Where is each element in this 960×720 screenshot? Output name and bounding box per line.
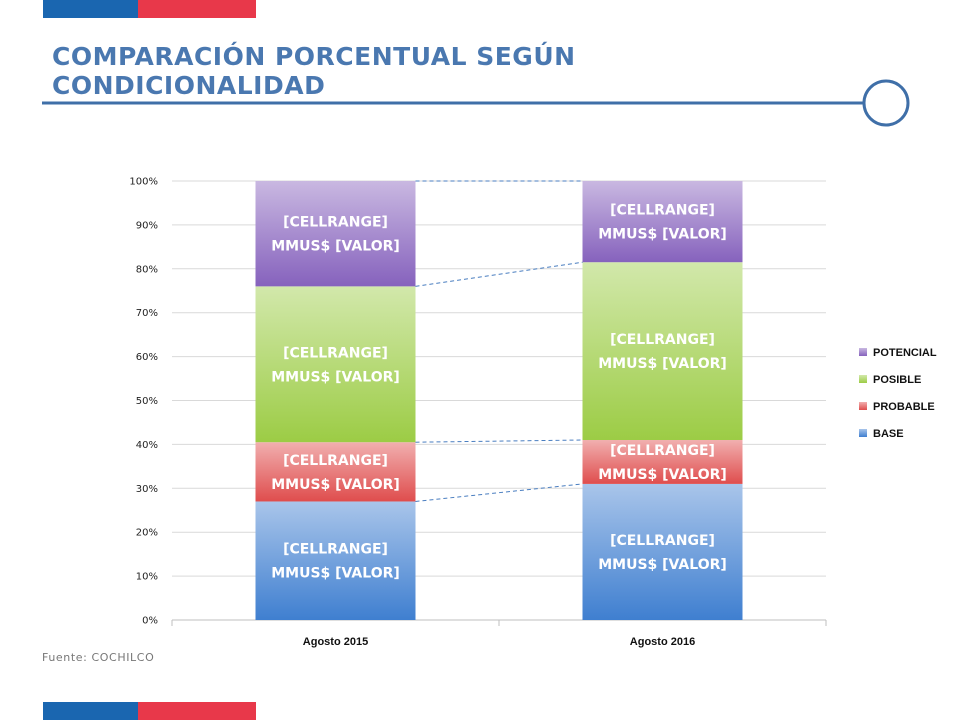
y-tick-label: 60% [136,352,158,363]
connector-line [415,483,583,502]
data-label: MMUS$ [VALOR] [598,227,727,243]
connector-line [415,439,583,443]
data-label: [CELLRANGE] [610,332,715,348]
data-label: MMUS$ [VALOR] [598,467,727,483]
title-circle-ornament [862,79,910,127]
flag-blue-segment [43,0,138,18]
connector-line [415,261,583,287]
data-label: MMUS$ [VALOR] [598,557,727,573]
legend-label-potencial: POTENCIAL [873,347,937,359]
y-tick-label: 80% [136,264,158,275]
bar-layer: [CELLRANGE] MMUS$ [VALOR] [CELLRANGE] MMUS$… [255,181,743,620]
bar-segment-posible [582,262,743,441]
data-label: MMUS$ [VALOR] [271,239,400,255]
y-tick-label: 20% [136,528,158,539]
flag-red-segment [138,702,256,720]
y-tick-label: 0% [142,616,158,627]
title-underline-decoration [42,79,910,127]
bar-segment-base [582,483,743,620]
data-label: [CELLRANGE] [283,453,388,469]
legend-label-base: BASE [873,428,904,440]
legend-label-probable: PROBABLE [873,401,935,413]
y-tick-label: 50% [136,396,158,407]
x-category-label: Agosto 2016 [630,636,695,648]
data-label: MMUS$ [VALOR] [598,356,727,372]
flag-blue-segment [43,702,138,720]
legend-swatch-probable [859,402,867,410]
bar-segment-potencial [255,181,416,287]
title-line-2: CONDICIONALIDAD [52,71,326,100]
y-tick-label: 100% [129,177,158,188]
data-label: [CELLRANGE] [610,203,715,219]
bar-segment-posible [255,286,416,443]
data-label: [CELLRANGE] [283,345,388,361]
flag-red-segment [138,0,256,18]
legend: POTENCIAL POSIBLE PROBABLE BASE [859,347,937,440]
data-label: MMUS$ [VALOR] [271,477,400,493]
flag-bar-top [43,0,256,18]
y-tick-label: 10% [136,572,158,583]
flag-bar-bottom [43,702,256,720]
legend-swatch-base [859,429,867,437]
source-note: Fuente: COCHILCO [42,651,155,664]
bar-segment-probable [582,440,743,484]
bar-group-2: [CELLRANGE] MMUS$ [VALOR] [CELLRANGE] MMUS$… [582,181,743,620]
data-label: [CELLRANGE] [283,215,388,231]
x-category-label: Agosto 2015 [303,636,368,648]
y-tick-label: 30% [136,484,158,495]
legend-label-posible: POSIBLE [873,374,921,386]
title-line-1: COMPARACIÓN PORCENTUAL SEGÚN [52,42,576,71]
y-tick-label: 40% [136,440,158,451]
tick-layer: 0% 10% 20% 30% 40% 50% 60% 70% 80% 90% 100% Agosto … [129,177,695,649]
page-title: COMPARACIÓN PORCENTUAL SEGÚN CONDICIONAL… [52,42,576,100]
bar-segment-base [255,501,416,620]
bar-segment-probable [255,442,416,502]
connector-layer [415,180,583,502]
bar-group-1: [CELLRANGE] MMUS$ [VALOR] [CELLRANGE] MMUS$… [255,181,416,620]
legend-swatch-posible [859,375,867,383]
legend-swatch-potencial [859,348,867,356]
data-label: MMUS$ [VALOR] [271,566,400,582]
bar-segment-potencial [582,181,743,263]
y-tick-label: 90% [136,220,158,231]
data-label: [CELLRANGE] [610,443,715,459]
data-label: MMUS$ [VALOR] [271,369,400,385]
y-tick-label: 70% [136,308,158,319]
data-label: [CELLRANGE] [610,533,715,549]
data-label: [CELLRANGE] [283,542,388,558]
